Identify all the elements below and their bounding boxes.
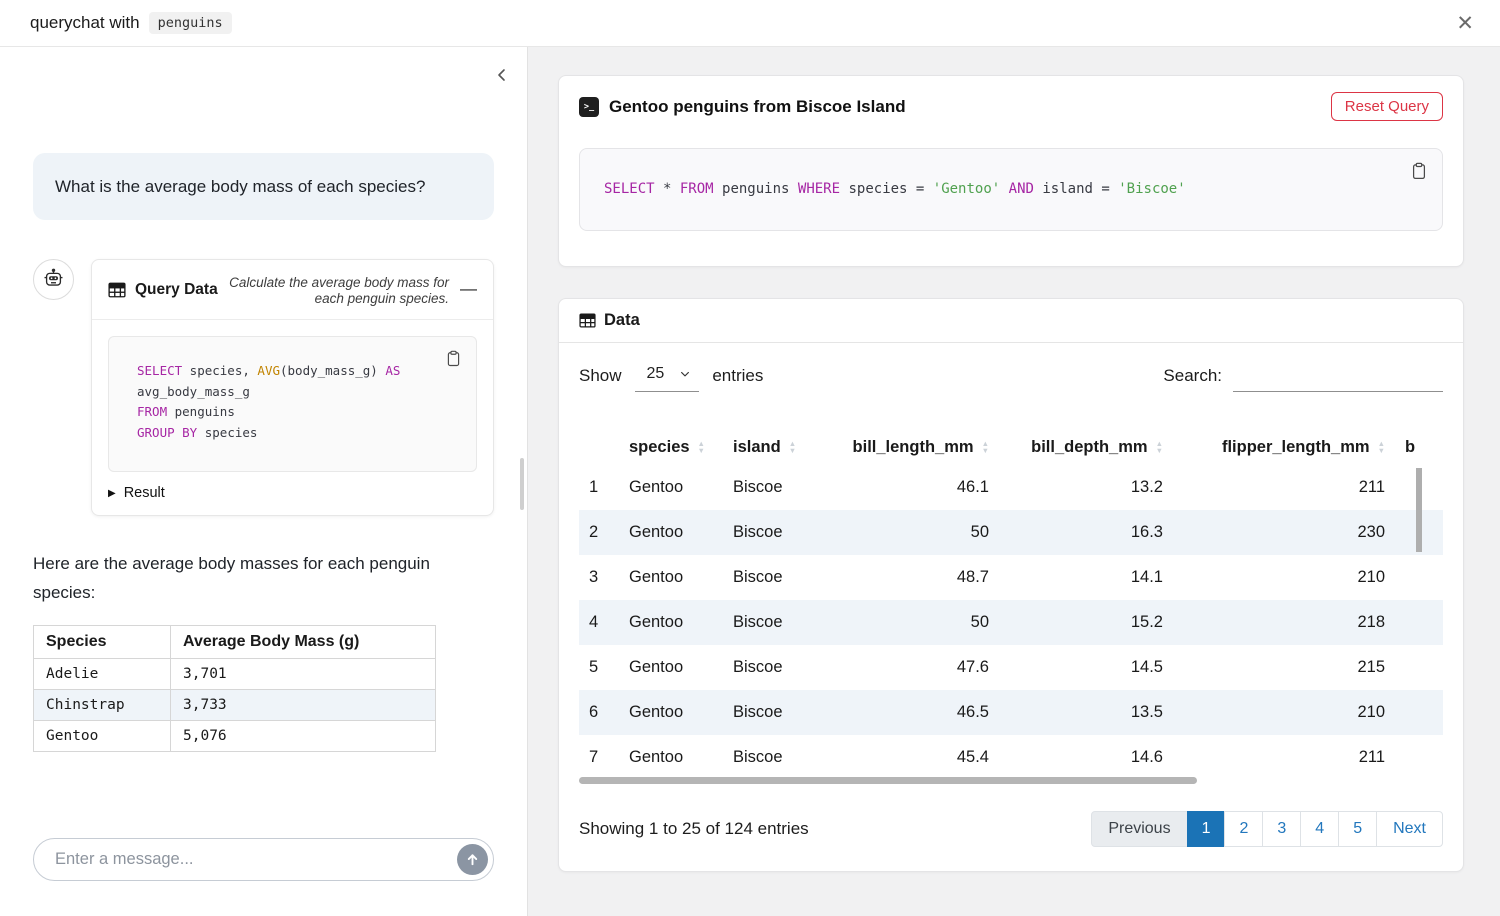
sort-icon[interactable]: ▲ ▼ <box>788 439 797 455</box>
table-info-text: Showing 1 to 25 of 124 entries <box>579 819 809 838</box>
dataset-name-chip: penguins <box>148 12 232 34</box>
data-card: Data Show 25 entries Searc <box>558 298 1464 872</box>
column-header-bill_length_mm[interactable]: bill_length_mm ▲ ▼ <box>852 438 989 456</box>
pagination-page-5[interactable]: 5 <box>1338 811 1378 847</box>
data-table-viewport: species ▲ ▼ island ▲ ▼ bill_length_mm ▲ ▼ bill_de… <box>579 430 1443 785</box>
search-input[interactable] <box>1233 366 1443 392</box>
main-panel: >_ Gentoo penguins from Biscoe Island Re… <box>528 47 1500 916</box>
chat-sidebar: What is the average body mass of each sp… <box>0 47 528 916</box>
pagination-page-3[interactable]: 3 <box>1262 811 1302 847</box>
search-label: Search: <box>1163 366 1222 385</box>
titlebar: querychat with penguins ✕ <box>0 0 1500 47</box>
chat-table-row: Gentoo 5,076 <box>33 720 436 753</box>
arrow-up-icon <box>467 854 478 866</box>
data-table-row: 2 Gentoo Biscoe 50 16.3 230 <box>579 510 1443 555</box>
chat-table-header: Species <box>33 625 171 660</box>
close-icon[interactable]: ✕ <box>1456 11 1474 35</box>
sort-icon[interactable]: ▲ ▼ <box>697 439 705 455</box>
table-icon <box>108 282 126 298</box>
pagination-page-1[interactable]: 1 <box>1186 811 1226 847</box>
data-table-row: 3 Gentoo Biscoe 48.7 14.1 210 <box>589 568 1385 586</box>
column-header-species[interactable]: species ▲ ▼ <box>629 438 705 456</box>
bot-message-row: Query Data Calculate the average body ma… <box>33 259 494 517</box>
terminal-icon: >_ <box>579 96 599 117</box>
entries-label: entries <box>712 366 764 385</box>
data-table-row: 4 Gentoo Biscoe 50 15.2 218 <box>579 600 1443 645</box>
sort-icon[interactable]: ▲ ▼ <box>981 439 989 455</box>
chat-input-bar <box>33 838 494 881</box>
table-icon <box>579 313 596 328</box>
data-table-row: 1 Gentoo Biscoe 46.1 13.2 211 <box>589 478 1385 496</box>
chat-table-header: Average Body Mass (g) <box>170 625 436 660</box>
reset-query-button[interactable]: Reset Query <box>1330 92 1443 121</box>
sort-icon[interactable]: ▲ ▼ <box>1377 439 1385 455</box>
data-table-header-row: species ▲ ▼ island ▲ ▼ bill_length_mm ▲ ▼ bill_de… <box>579 430 1443 465</box>
chat-table-row: Chinstrap 3,733 <box>33 689 436 722</box>
column-header-rownum <box>579 430 619 465</box>
column-header-bill_depth_mm[interactable]: bill_depth_mm ▲ ▼ <box>1031 438 1163 456</box>
chat-messages: What is the average body mass of each sp… <box>0 47 527 838</box>
caret-right-icon: ▶ <box>108 487 116 499</box>
tool-card-subtitle: Calculate the average body mass for each… <box>229 275 449 307</box>
column-header-flipper_length_mm[interactable]: flipper_length_mm ▲ ▼ <box>1221 438 1385 456</box>
show-label: Show <box>579 366 622 385</box>
body: What is the average body mass of each sp… <box>0 47 1500 916</box>
vertical-scrollbar-thumb[interactable] <box>1416 468 1422 552</box>
robot-icon <box>44 268 63 286</box>
chat-message-input[interactable] <box>33 838 494 881</box>
sql-code-block: SELECT species, AVG(body_mass_g) AS avg_b… <box>108 336 477 473</box>
pagination: Previous 1 2 3 4 5 Next <box>1091 811 1443 847</box>
query-tool-card: Query Data Calculate the average body ma… <box>91 259 494 517</box>
pagination-next[interactable]: Next <box>1376 811 1443 847</box>
data-table-row: 7 Gentoo Biscoe 45.4 14.6 211 <box>589 748 1385 766</box>
pagination-page-4[interactable]: 4 <box>1300 811 1340 847</box>
data-table-row: 5 Gentoo Biscoe 47.6 14.5 215 <box>589 658 1385 676</box>
query-title: Gentoo penguins from Biscoe Island <box>609 96 906 116</box>
horizontal-scrollbar-thumb[interactable] <box>579 777 1197 784</box>
tool-card-title: Query Data <box>135 281 218 299</box>
result-label: Result <box>123 485 165 502</box>
column-header-island[interactable]: island ▲ ▼ <box>733 438 797 456</box>
page-size-select[interactable]: 25 <box>634 363 700 392</box>
sidebar-scrollbar-thumb[interactable] <box>520 458 524 510</box>
sql-code-block-main: SELECT * FROM penguins WHERE species = '… <box>579 148 1443 231</box>
sidebar-collapse-button[interactable] <box>492 65 512 88</box>
send-button[interactable] <box>457 844 488 875</box>
data-table-row: 6 Gentoo Biscoe 46.5 13.5 210 <box>579 690 1443 735</box>
minimize-icon[interactable]: — <box>458 273 479 299</box>
chevron-left-icon <box>498 69 505 81</box>
chat-table-row: Adelie 3,701 <box>33 658 436 691</box>
bot-avatar <box>33 259 74 301</box>
data-card-title: Data <box>604 311 640 329</box>
column-header-b: b <box>1405 438 1416 456</box>
pagination-previous[interactable]: Previous <box>1091 811 1188 847</box>
chevron-down-icon <box>681 371 690 377</box>
bot-answer-text: Here are the average body masses for eac… <box>33 554 430 602</box>
pagination-page-2[interactable]: 2 <box>1224 811 1264 847</box>
sort-icon[interactable]: ▲ ▼ <box>1155 439 1163 455</box>
user-message-bubble: What is the average body mass of each sp… <box>33 153 494 221</box>
copy-icon[interactable] <box>1408 160 1430 185</box>
data-table: species ▲ ▼ island ▲ ▼ bill_length_mm ▲ ▼ bill_de… <box>579 430 1443 780</box>
tool-card-header: Query Data Calculate the average body ma… <box>92 260 493 321</box>
copy-icon[interactable] <box>443 348 464 372</box>
chat-result-table: Species Average Body Mass (g) Adelie 3,701… <box>33 625 436 753</box>
result-expander[interactable]: ▶ Result <box>108 485 477 503</box>
current-query-card: >_ Gentoo penguins from Biscoe Island Re… <box>558 75 1464 267</box>
chat-table-header-row: Species Average Body Mass (g) <box>33 625 436 660</box>
app-title: querychat with <box>30 13 140 32</box>
